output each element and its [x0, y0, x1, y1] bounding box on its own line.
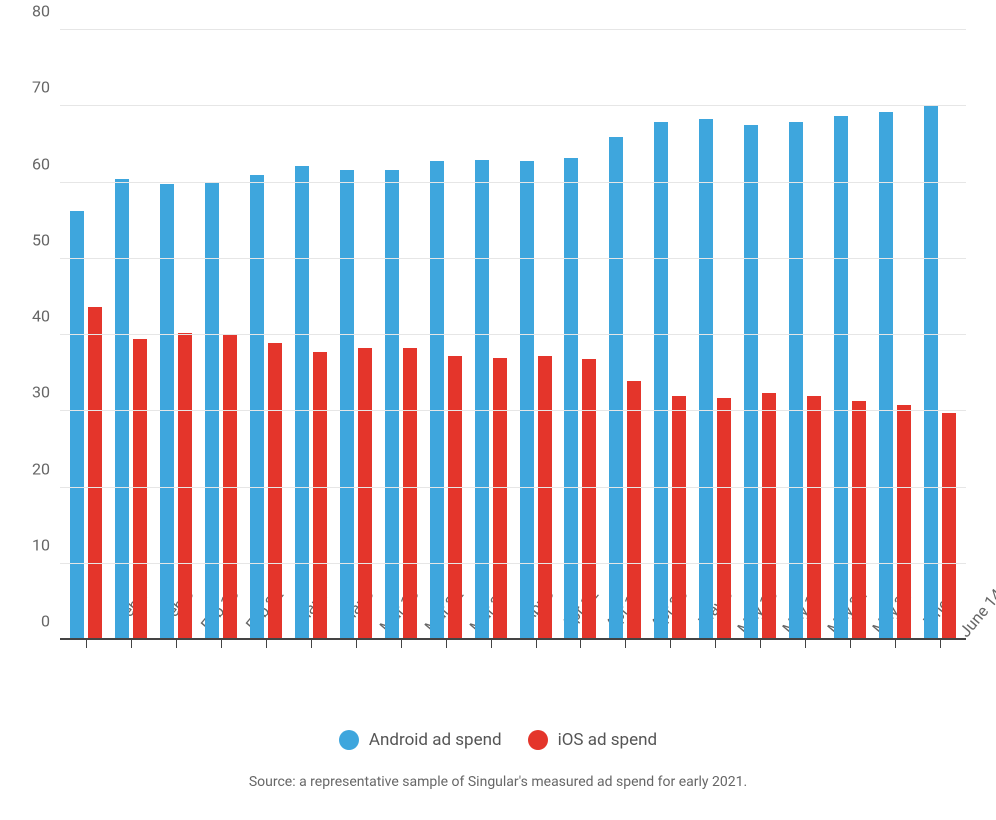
bar-ios	[268, 343, 282, 640]
bar-ios	[448, 356, 462, 640]
legend-label-ios: iOS ad spend	[558, 730, 658, 750]
gridline	[60, 410, 966, 411]
gridline	[60, 182, 966, 183]
bar-ios	[672, 396, 686, 640]
bar-group: Feb 1	[64, 30, 109, 640]
bar-group: Feb 22	[199, 30, 244, 640]
x-axis-line	[60, 638, 966, 640]
legend-swatch-android	[339, 730, 359, 750]
gridline	[60, 105, 966, 106]
bar-android	[160, 184, 174, 640]
y-axis-label: 20	[32, 459, 60, 478]
bar-group: May 3	[648, 30, 693, 640]
bar-android	[430, 161, 444, 640]
bar-ios	[942, 413, 956, 640]
bar-android	[340, 170, 354, 640]
bar-ios	[223, 335, 237, 640]
bar-ios	[627, 381, 641, 640]
bar-group: Apr 12	[513, 30, 558, 640]
ad-spend-chart: Feb 1Feb 8Feb 15Feb 22Mar 1Mar 8Mar 15Ma…	[0, 0, 996, 820]
bar-android	[609, 137, 623, 640]
gridline	[60, 334, 966, 335]
bar-group: Apr 26	[603, 30, 648, 640]
gridline	[60, 258, 966, 259]
bar-group: Mar 15	[333, 30, 378, 640]
bar-group: Apr 19	[558, 30, 603, 640]
bar-android	[520, 161, 534, 640]
y-axis-label: 50	[32, 230, 60, 249]
bar-group: June 7	[872, 30, 917, 640]
bar-android	[250, 175, 264, 640]
y-axis-label: 60	[32, 154, 60, 173]
bar-group: May 24	[783, 30, 828, 640]
bar-group: Mar 8	[289, 30, 334, 640]
bar-group: Mar 22	[378, 30, 423, 640]
bar-ios	[807, 396, 821, 640]
bar-android	[475, 160, 489, 640]
bar-android	[564, 158, 578, 640]
bar-group: May 10	[693, 30, 738, 640]
bar-group: Mar 1	[244, 30, 289, 640]
bar-ios	[358, 348, 372, 640]
bar-ios	[538, 356, 552, 640]
y-axis-label: 80	[32, 2, 60, 21]
bar-group: Feb 15	[154, 30, 199, 640]
bar-group: Mar 29	[423, 30, 468, 640]
gridline	[60, 563, 966, 564]
y-axis-label: 40	[32, 307, 60, 326]
bar-ios	[717, 398, 731, 640]
legend: Android ad spend iOS ad spend	[0, 730, 996, 750]
plot-area: Feb 1Feb 8Feb 15Feb 22Mar 1Mar 8Mar 15Ma…	[60, 30, 966, 640]
bar-ios	[313, 352, 327, 640]
y-axis-label: 70	[32, 78, 60, 97]
bar-ios	[582, 359, 596, 640]
bar-android	[70, 211, 84, 640]
y-axis-label: 10	[32, 535, 60, 554]
bar-ios	[897, 405, 911, 640]
bar-android	[385, 170, 399, 640]
bar-android	[924, 105, 938, 640]
bar-android	[879, 112, 893, 640]
bar-ios	[852, 401, 866, 640]
legend-item-android: Android ad spend	[339, 730, 502, 750]
y-axis-label: 0	[41, 612, 60, 631]
source-caption: Source: a representative sample of Singu…	[0, 774, 996, 790]
bar-ios	[762, 393, 776, 640]
bar-group: June 14	[917, 30, 962, 640]
bar-ios	[403, 348, 417, 640]
bar-group: May 31	[827, 30, 872, 640]
bar-android	[205, 183, 219, 641]
legend-item-ios: iOS ad spend	[528, 730, 658, 750]
legend-label-android: Android ad spend	[369, 730, 502, 750]
legend-swatch-ios	[528, 730, 548, 750]
y-axis-label: 30	[32, 383, 60, 402]
bar-android	[834, 116, 848, 640]
bar-ios	[493, 358, 507, 640]
bar-android	[295, 166, 309, 640]
bar-ios	[133, 339, 147, 640]
bar-ios	[88, 307, 102, 640]
bars-area: Feb 1Feb 8Feb 15Feb 22Mar 1Mar 8Mar 15Ma…	[60, 30, 966, 640]
gridline	[60, 29, 966, 30]
bar-group: May 17	[738, 30, 783, 640]
gridline	[60, 487, 966, 488]
bar-group: Apr 5	[468, 30, 513, 640]
bar-group: Feb 8	[109, 30, 154, 640]
